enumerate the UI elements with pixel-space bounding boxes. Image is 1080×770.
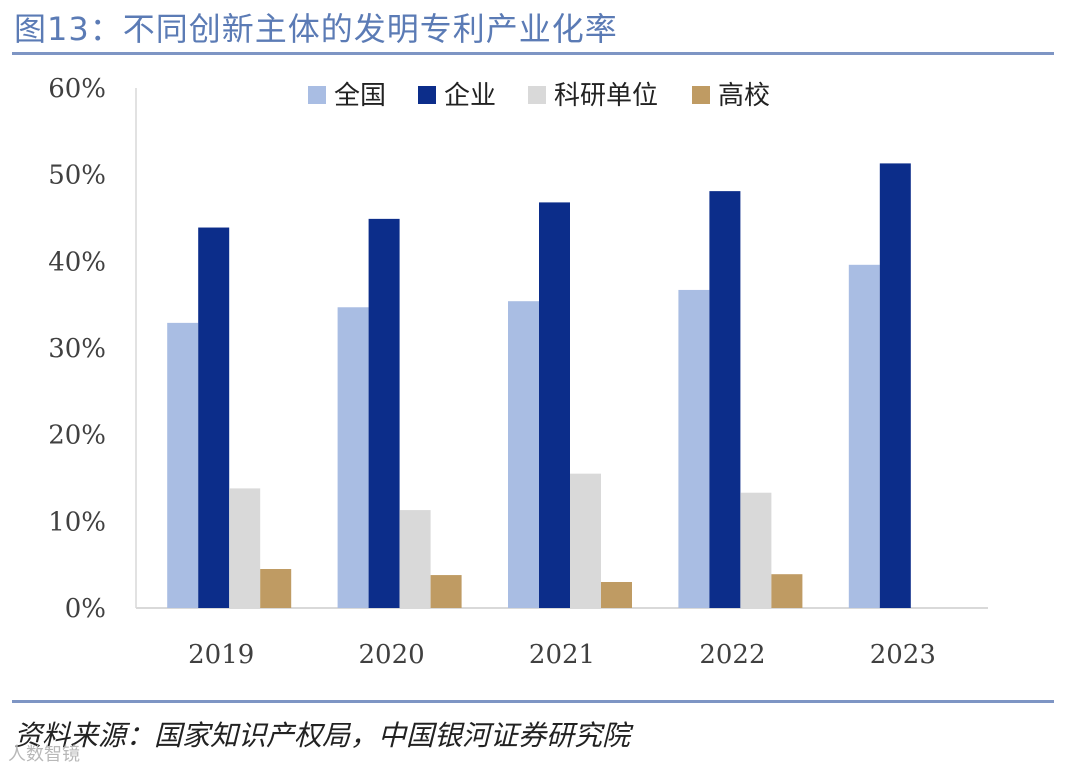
bar-高校-2022 [771, 574, 802, 608]
bar-chart: 0% 10% 20% 30% 40% 50% 60% 2019 2020 2021 2022 202… [0, 0, 1080, 700]
y-tick-label: 30% [48, 334, 106, 364]
bar-科研单位-2019 [229, 488, 260, 608]
legend-swatch-高校 [692, 86, 710, 104]
bar-高校-2020 [431, 575, 462, 608]
legend-swatch-科研单位 [528, 86, 546, 104]
y-tick-label: 20% [48, 421, 106, 451]
bar-全国-2020 [338, 307, 369, 608]
bar-企业-2022 [709, 191, 740, 608]
x-tick-label: 2022 [699, 640, 765, 670]
legend-label-企业: 企业 [444, 81, 496, 111]
y-tick-label: 60% [48, 74, 106, 104]
bar-全国-2022 [678, 290, 709, 608]
legend: 全国 企业 科研单位 高校 [308, 81, 770, 111]
legend-label-科研单位: 科研单位 [554, 81, 658, 111]
y-tick-label: 40% [48, 247, 106, 277]
x-axis: 2019 2020 2021 2022 2023 [136, 608, 988, 670]
bar-高校-2019 [260, 569, 291, 608]
legend-label-高校: 高校 [718, 81, 770, 111]
bar-企业-2021 [539, 202, 570, 608]
bar-企业-2020 [369, 219, 400, 608]
bar-高校-2021 [601, 582, 632, 608]
bar-科研单位-2021 [570, 474, 601, 608]
y-tick-label: 10% [48, 507, 106, 537]
bar-全国-2023 [849, 265, 880, 608]
y-axis: 0% 10% 20% 30% 40% 50% 60% [48, 74, 136, 624]
bar-企业-2023 [880, 163, 911, 608]
legend-label-全国: 全国 [334, 81, 386, 111]
bar-全国-2019 [167, 323, 198, 608]
x-tick-label: 2019 [188, 640, 254, 670]
bars [167, 163, 911, 608]
bar-企业-2019 [198, 228, 229, 608]
legend-swatch-全国 [308, 86, 326, 104]
bar-全国-2021 [508, 301, 539, 608]
x-tick-label: 2023 [870, 640, 936, 670]
y-tick-label: 50% [48, 161, 106, 191]
source-note: 资料来源：国家知识产权局，中国银河证券研究院 [14, 714, 630, 754]
watermark: 人数智镜 [8, 740, 80, 766]
source-divider [12, 700, 1054, 703]
bar-科研单位-2022 [740, 493, 771, 608]
x-tick-label: 2021 [529, 640, 595, 670]
bar-科研单位-2020 [400, 510, 431, 608]
y-tick-label: 0% [65, 594, 106, 624]
legend-swatch-企业 [418, 86, 436, 104]
x-tick-label: 2020 [359, 640, 425, 670]
